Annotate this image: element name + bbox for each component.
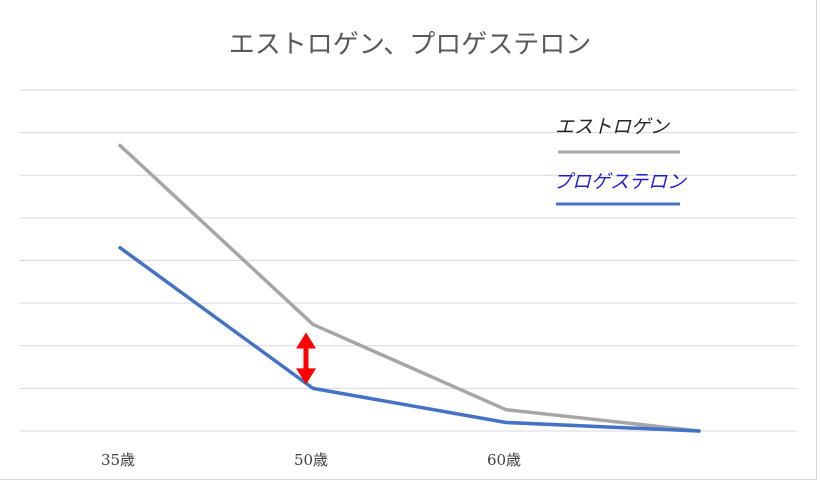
legend: エストロゲン プロゲステロン xyxy=(553,116,687,206)
series-lines xyxy=(118,143,701,433)
difference-annotation xyxy=(296,332,316,385)
series-line-progesterone xyxy=(118,245,701,433)
gridlines xyxy=(20,89,797,432)
x-tick-label: 35歳 xyxy=(101,451,135,469)
x-tick-labels: 35歳 50歳 60歳 xyxy=(101,451,521,469)
chart-title: エストロゲン、プロゲステロン xyxy=(229,30,591,60)
legend-label-progesterone: プロゲステロン xyxy=(553,171,687,193)
x-tick-label: 50歳 xyxy=(294,451,328,469)
arrow-head-down xyxy=(296,368,316,385)
series-line-estrogen xyxy=(118,143,701,433)
x-tick-label: 60歳 xyxy=(487,451,521,469)
arrow-head-up xyxy=(296,332,316,349)
legend-label-estrogen: エストロゲン xyxy=(555,116,670,138)
